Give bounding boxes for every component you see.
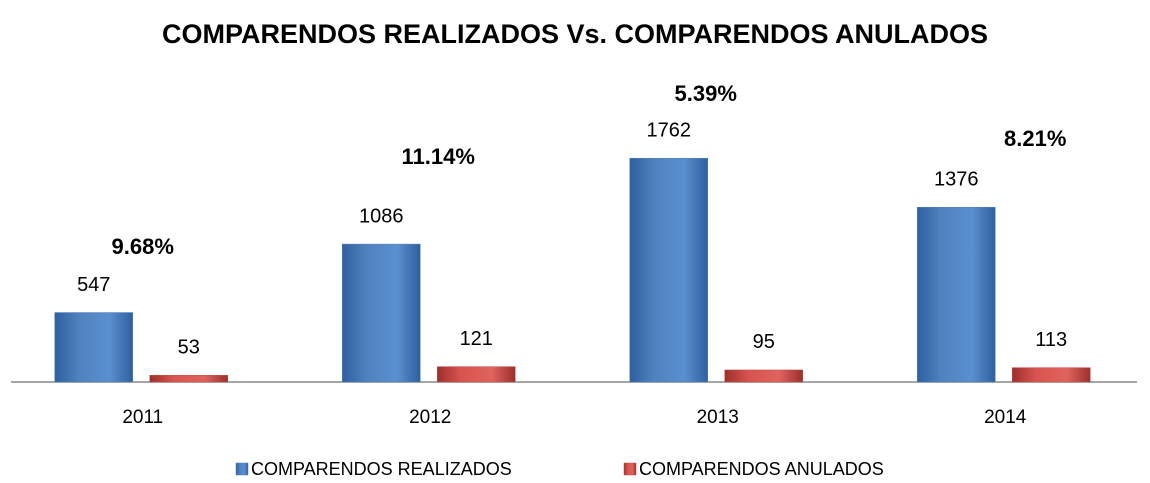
annotation: 11.14% [402,144,475,169]
bar [54,312,133,383]
legend-label: COMPARENDOS ANULADOS [639,459,884,479]
annotation: 5.39% [675,81,737,106]
data-label: 1086 [359,205,404,227]
data-label: 113 [1035,329,1067,351]
data-label: 95 [753,331,775,353]
legend-swatch [235,462,249,476]
x-tick-label: 2011 [122,407,163,428]
bar [917,206,996,383]
legend-swatch [623,462,637,476]
data-label: 121 [460,328,493,350]
x-tick-label: 2013 [697,407,739,428]
data-label: 1376 [934,169,979,191]
bar [724,369,803,383]
annotation: 8.21% [1004,126,1066,151]
bar [437,366,516,383]
bar [1012,367,1091,383]
chart-title: COMPARENDOS REALIZADOS Vs. COMPARENDOS A… [162,19,988,49]
data-label: 547 [77,274,110,296]
legend-label: COMPARENDOS REALIZADOS [251,459,512,479]
bar [342,243,421,383]
data-label: 1762 [647,120,692,142]
x-tick-label: 2014 [984,407,1027,428]
bar [629,157,708,383]
annotation: 9.68% [112,234,174,259]
data-label: 53 [178,337,200,359]
x-tick-label: 2012 [409,407,451,428]
bar [149,375,228,383]
